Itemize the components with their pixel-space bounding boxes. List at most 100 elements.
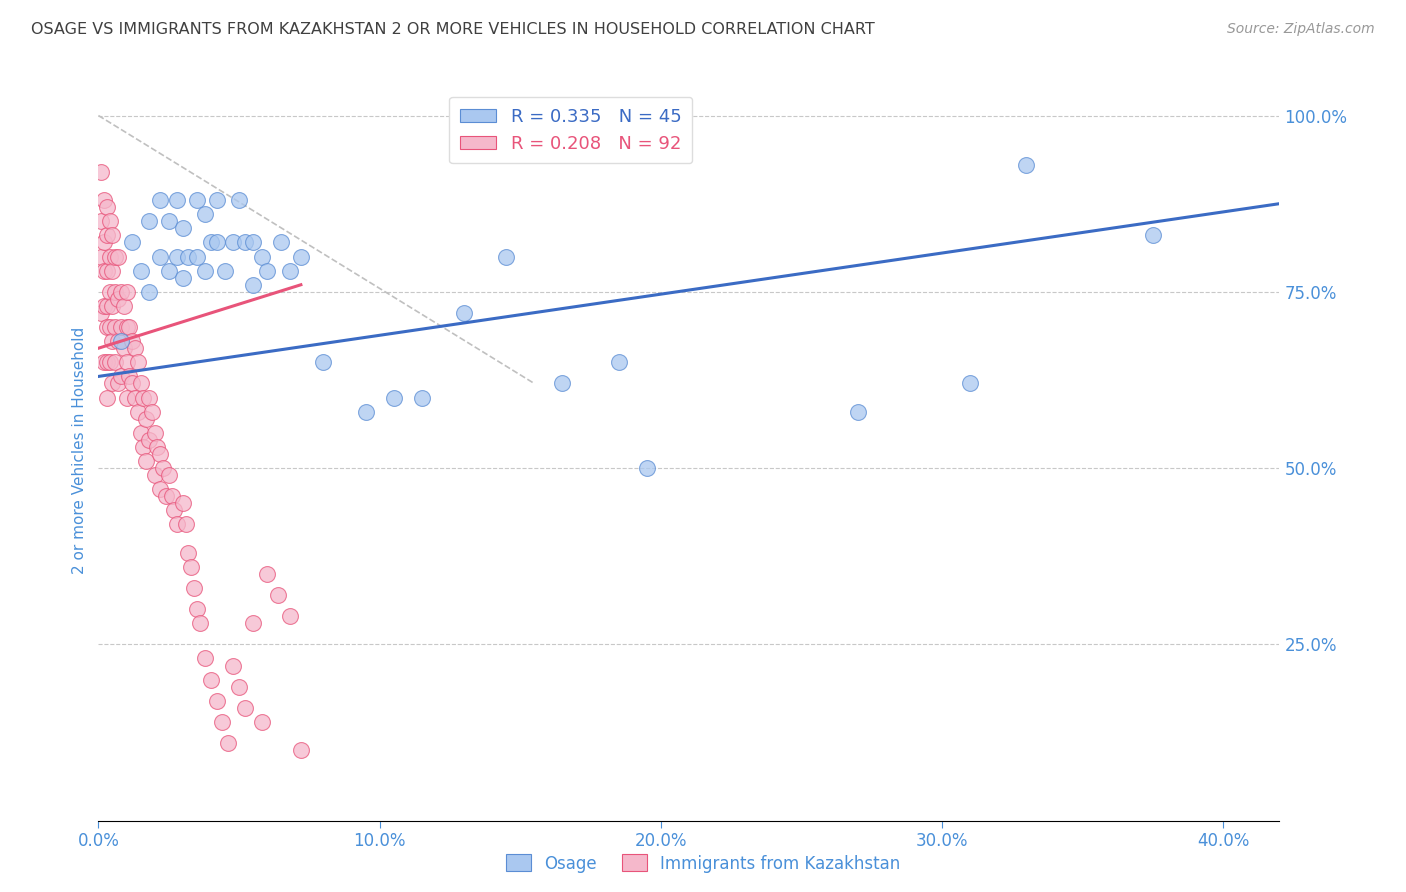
Point xyxy=(222,658,245,673)
Point xyxy=(242,235,264,250)
Point xyxy=(110,320,132,334)
Point xyxy=(96,299,118,313)
Point xyxy=(101,334,124,348)
Point xyxy=(166,517,188,532)
Point xyxy=(1015,158,1038,172)
Point xyxy=(121,334,143,348)
Point xyxy=(186,250,208,264)
Point xyxy=(93,235,115,250)
Point xyxy=(135,411,157,425)
Point xyxy=(205,694,228,708)
Point xyxy=(101,228,124,243)
Point xyxy=(90,214,112,228)
Point xyxy=(121,376,143,391)
Point xyxy=(228,193,250,207)
Point xyxy=(149,447,172,461)
Point xyxy=(160,489,183,503)
Point xyxy=(138,391,160,405)
Point xyxy=(172,270,194,285)
Point xyxy=(607,355,630,369)
Point xyxy=(256,263,278,277)
Point xyxy=(270,235,292,250)
Point xyxy=(172,221,194,235)
Point xyxy=(155,489,177,503)
Point xyxy=(200,235,222,250)
Point xyxy=(382,391,405,405)
Point xyxy=(127,405,149,419)
Point xyxy=(205,235,228,250)
Point xyxy=(115,355,138,369)
Point xyxy=(211,714,233,729)
Point xyxy=(222,235,245,250)
Point xyxy=(1142,228,1164,243)
Point xyxy=(157,468,180,483)
Point xyxy=(141,405,163,419)
Point xyxy=(127,355,149,369)
Text: OSAGE VS IMMIGRANTS FROM KAZAKHSTAN 2 OR MORE VEHICLES IN HOUSEHOLD CORRELATION : OSAGE VS IMMIGRANTS FROM KAZAKHSTAN 2 OR… xyxy=(31,22,875,37)
Point xyxy=(214,263,236,277)
Point xyxy=(205,193,228,207)
Point xyxy=(233,701,256,715)
Point xyxy=(267,588,290,602)
Text: Source: ZipAtlas.com: Source: ZipAtlas.com xyxy=(1227,22,1375,37)
Point xyxy=(174,517,197,532)
Point xyxy=(96,391,118,405)
Point xyxy=(118,320,141,334)
Point xyxy=(152,461,174,475)
Point xyxy=(228,680,250,694)
Point xyxy=(98,214,121,228)
Point xyxy=(143,425,166,440)
Point xyxy=(98,285,121,299)
Point xyxy=(157,263,180,277)
Point xyxy=(115,391,138,405)
Point xyxy=(98,250,121,264)
Point xyxy=(124,341,146,355)
Point xyxy=(495,250,517,264)
Point xyxy=(177,546,200,560)
Point xyxy=(138,285,160,299)
Point xyxy=(96,355,118,369)
Point xyxy=(98,320,121,334)
Point xyxy=(354,405,377,419)
Point xyxy=(110,334,132,348)
Point xyxy=(290,743,312,757)
Point xyxy=(96,263,118,277)
Point xyxy=(312,355,335,369)
Point xyxy=(101,263,124,277)
Point xyxy=(278,263,301,277)
Point xyxy=(107,250,129,264)
Point xyxy=(959,376,981,391)
Point xyxy=(166,250,188,264)
Point xyxy=(124,391,146,405)
Point xyxy=(129,263,152,277)
Point xyxy=(96,200,118,214)
Point xyxy=(90,306,112,320)
Point xyxy=(93,193,115,207)
Point xyxy=(129,376,152,391)
Point xyxy=(188,616,211,631)
Point xyxy=(242,616,264,631)
Legend: R = 0.335   N = 45, R = 0.208   N = 92: R = 0.335 N = 45, R = 0.208 N = 92 xyxy=(450,96,692,163)
Point xyxy=(551,376,574,391)
Point xyxy=(107,334,129,348)
Point xyxy=(186,602,208,616)
Point xyxy=(233,235,256,250)
Point xyxy=(250,714,273,729)
Y-axis label: 2 or more Vehicles in Household: 2 or more Vehicles in Household xyxy=(72,326,87,574)
Point xyxy=(186,193,208,207)
Point xyxy=(115,320,138,334)
Point xyxy=(135,454,157,468)
Point xyxy=(157,214,180,228)
Point xyxy=(411,391,433,405)
Point xyxy=(110,369,132,384)
Point xyxy=(129,425,152,440)
Point xyxy=(107,292,129,306)
Point xyxy=(242,277,264,292)
Point xyxy=(143,468,166,483)
Point xyxy=(180,559,202,574)
Point xyxy=(846,405,869,419)
Point xyxy=(453,306,475,320)
Point xyxy=(217,736,239,750)
Point xyxy=(90,250,112,264)
Point xyxy=(149,250,172,264)
